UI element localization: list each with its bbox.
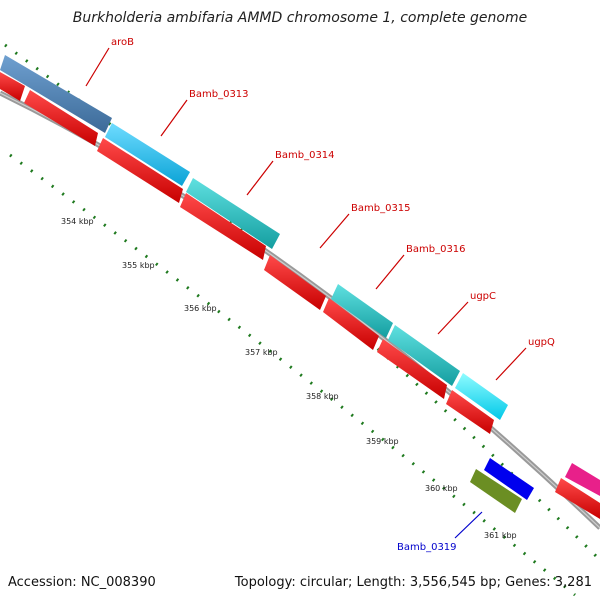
gene-label-bamb0314: Bamb_0314 <box>275 150 335 161</box>
gene-label-bamb0313: Bamb_0313 <box>189 89 249 100</box>
gene-label-ugpQ: ugpQ <box>528 337 555 348</box>
gene-ugpQ-block <box>455 373 508 420</box>
gene-magenta-block <box>565 463 600 496</box>
cds-arrow-3 <box>97 138 183 203</box>
gene-bamb0316-block <box>331 284 393 338</box>
inner-scale-dots <box>9 153 576 597</box>
tick-label-355: 355 kbp <box>122 261 155 270</box>
gene-bamb0314-block <box>186 178 280 249</box>
tick-label-357: 357 kbp <box>245 348 278 357</box>
gene-ugpC-block <box>388 325 460 386</box>
cds-arrow-8 <box>446 390 494 434</box>
tick-label-358: 358 kbp <box>306 392 339 401</box>
gene-bamb0319-block <box>484 458 534 500</box>
gene-label-aroB: aroB <box>111 37 134 48</box>
cds-arrow-7 <box>377 339 447 399</box>
bamb0319-leader <box>454 511 483 539</box>
cds-arrow-1 <box>0 72 25 101</box>
cds-arrow-6 <box>323 298 379 350</box>
tick-label-361: 361 kbp <box>484 531 517 540</box>
map-title: Burkholderia ambifaria AMMD chromosome 1… <box>72 10 528 26</box>
label-leaders <box>85 47 527 381</box>
gene-olive-block <box>470 469 522 513</box>
gene-bamb0313-block <box>105 123 190 186</box>
gene-blocks <box>0 55 600 496</box>
tick-label-354: 354 kbp <box>61 217 94 226</box>
gene-label-bamb0316: Bamb_0316 <box>406 244 466 255</box>
tick-label-360: 360 kbp <box>425 484 458 493</box>
cds-arrow-2 <box>24 90 98 146</box>
genome-summary-text: Topology: circular; Length: 3,556,545 bp… <box>234 575 592 590</box>
cds-arrow-5 <box>264 255 326 310</box>
gene-label-ugpC: ugpC <box>470 291 496 302</box>
gene-label-bamb0319: Bamb_0319 <box>397 542 457 553</box>
cds-arrow-9 <box>555 478 600 519</box>
tick-label-359: 359 kbp <box>366 437 399 446</box>
gene-aroB-block <box>0 55 112 133</box>
tick-label-356: 356 kbp <box>184 304 217 313</box>
accession-text: Accession: NC_008390 <box>8 575 156 590</box>
gene-label-bamb0315: Bamb_0315 <box>351 203 411 214</box>
cds-arrows <box>0 72 600 519</box>
cds-arrow-4 <box>180 193 266 260</box>
